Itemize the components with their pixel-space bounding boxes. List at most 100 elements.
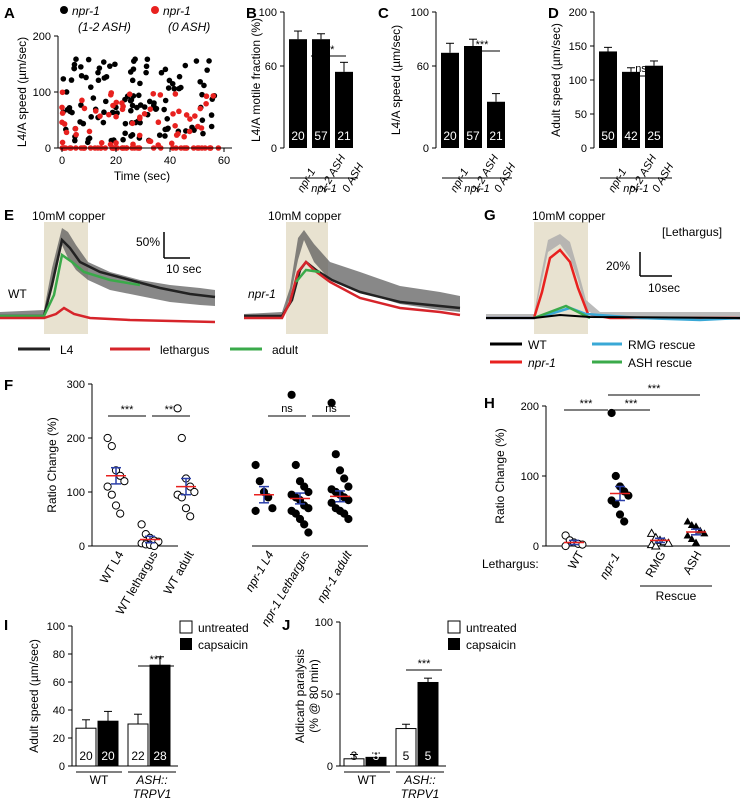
scatter-point-black bbox=[96, 65, 103, 71]
bar-n-label: 21 bbox=[489, 129, 503, 143]
scatter-point-black bbox=[72, 137, 78, 144]
bar bbox=[127, 723, 149, 767]
group-d: npr-1 bbox=[623, 183, 648, 195]
panel-letter-b: B bbox=[246, 5, 257, 22]
scatter-point-red bbox=[72, 125, 79, 132]
group-j-wt: WT bbox=[358, 773, 377, 787]
scatter-point-black bbox=[129, 77, 136, 84]
ylabel-d: Adult speed (µm/sec) bbox=[549, 23, 563, 137]
xlabel-h-4: ASH bbox=[680, 549, 704, 577]
scatter-point-black bbox=[162, 97, 169, 104]
bar bbox=[599, 51, 617, 148]
scatter-point-red bbox=[105, 111, 112, 118]
scatter-point-black bbox=[208, 112, 215, 118]
dot-point bbox=[683, 517, 692, 525]
bars-b: 20 57 21 bbox=[289, 30, 353, 149]
scatter-point-red bbox=[175, 131, 181, 137]
tick-c-0: 0 bbox=[423, 143, 429, 155]
scatter-point-black bbox=[128, 107, 134, 114]
dot-point bbox=[103, 482, 112, 491]
scatter-point-red bbox=[92, 108, 99, 114]
dot-point bbox=[344, 496, 353, 505]
scatter-point-red bbox=[97, 113, 103, 119]
scatter-point-black bbox=[85, 56, 92, 63]
scatter-point-black bbox=[161, 106, 167, 113]
scatter-point-red bbox=[181, 133, 187, 140]
scatter-point-black bbox=[130, 66, 137, 72]
scatter-point-black bbox=[80, 120, 87, 127]
scatter-point-black bbox=[153, 106, 159, 112]
group-b: npr-1 bbox=[311, 183, 336, 195]
dot-point bbox=[137, 520, 146, 529]
sig-f-3: ns bbox=[281, 403, 293, 415]
ylabel-j: Aldicarb paralysis bbox=[293, 649, 307, 743]
bar-n-label: 3 bbox=[373, 749, 380, 763]
dot-point bbox=[186, 512, 195, 521]
dot-point bbox=[611, 499, 620, 509]
bars-c: 20 57 21 bbox=[441, 38, 505, 148]
sig-i: *** bbox=[150, 654, 164, 666]
trace-e-wt-l4 bbox=[0, 237, 216, 318]
bars-j: 3 3 5 5 bbox=[343, 677, 439, 767]
scatter-point-red bbox=[119, 106, 126, 113]
bar-n-label: 3 bbox=[351, 749, 358, 763]
xlabel-f-4: npr-1 L4 bbox=[242, 548, 277, 594]
scatter-point-black bbox=[162, 66, 169, 73]
xlabel-a: Time (sec) bbox=[114, 169, 170, 183]
scatter-point-black bbox=[164, 116, 171, 122]
scatter-point-black bbox=[122, 120, 129, 127]
scatter-point-black bbox=[197, 78, 203, 85]
panel-letter-j: J bbox=[282, 617, 290, 634]
panel-d: D 0 50 100 150 200 50 42 25 ns npr-1 1-2 A… bbox=[548, 5, 676, 195]
scatter-point-red bbox=[157, 92, 164, 98]
ylabel-c: L4/A speed (µm/sec) bbox=[389, 25, 403, 135]
bar bbox=[365, 756, 387, 767]
panel-letter-g: G bbox=[484, 207, 496, 224]
dot-point bbox=[327, 398, 336, 407]
dot-point bbox=[268, 504, 277, 513]
legend-e-lethargus: lethargus bbox=[160, 343, 209, 357]
tick-a-x3: 60 bbox=[218, 155, 230, 167]
panel-b: B 0 60 100 20 57 21 *** npr-1 1-2 ASH 0 AS… bbox=[246, 5, 366, 195]
dot-point bbox=[177, 493, 186, 502]
scatter-point-black bbox=[128, 133, 134, 139]
dot-point bbox=[700, 529, 709, 537]
tick-d-200: 200 bbox=[569, 7, 587, 19]
bar bbox=[464, 46, 482, 148]
bar bbox=[335, 71, 353, 148]
legend-marker-red bbox=[151, 6, 159, 14]
scatter-point-black bbox=[95, 77, 102, 84]
tick-i-40: 40 bbox=[53, 705, 65, 717]
scatter-point-red bbox=[98, 140, 105, 146]
state-label-g: [Lethargus] bbox=[662, 225, 722, 239]
dot-point bbox=[615, 510, 625, 519]
dot-point bbox=[300, 482, 309, 491]
tick-j-50: 50 bbox=[321, 689, 333, 701]
scatter-point-black bbox=[78, 72, 85, 79]
sig-h-2: *** bbox=[625, 398, 639, 410]
ylabel-j-2: (% @ 80 min) bbox=[307, 659, 321, 733]
sig-h-1: *** bbox=[580, 398, 594, 410]
scatter-point-black bbox=[137, 80, 143, 87]
scatter-point-black bbox=[143, 63, 150, 70]
dot-point bbox=[663, 538, 674, 547]
tick-b-60: 60 bbox=[265, 61, 277, 73]
bar-n-label: 28 bbox=[153, 749, 167, 763]
dot-point bbox=[173, 404, 182, 413]
bar bbox=[487, 101, 505, 148]
ylabel-h: Ratio Change (%) bbox=[493, 428, 507, 523]
trace-g-ash bbox=[533, 304, 591, 320]
scatter-point-red bbox=[61, 121, 68, 127]
dot-point bbox=[107, 442, 116, 451]
panel-letter-d: D bbox=[548, 5, 559, 22]
scatter-point-black bbox=[176, 85, 182, 92]
tick-i-100: 100 bbox=[47, 621, 65, 633]
scale-label-e-x: 10 sec bbox=[166, 262, 201, 276]
scatter-point-black bbox=[176, 73, 183, 80]
scatter-point-red bbox=[113, 140, 119, 146]
ylabel-a: L4/A speed (µm/sec) bbox=[15, 37, 29, 147]
scatter-point-red bbox=[59, 139, 66, 146]
bar bbox=[417, 681, 439, 767]
legend-i-capsaicin: capsaicin bbox=[198, 638, 248, 652]
